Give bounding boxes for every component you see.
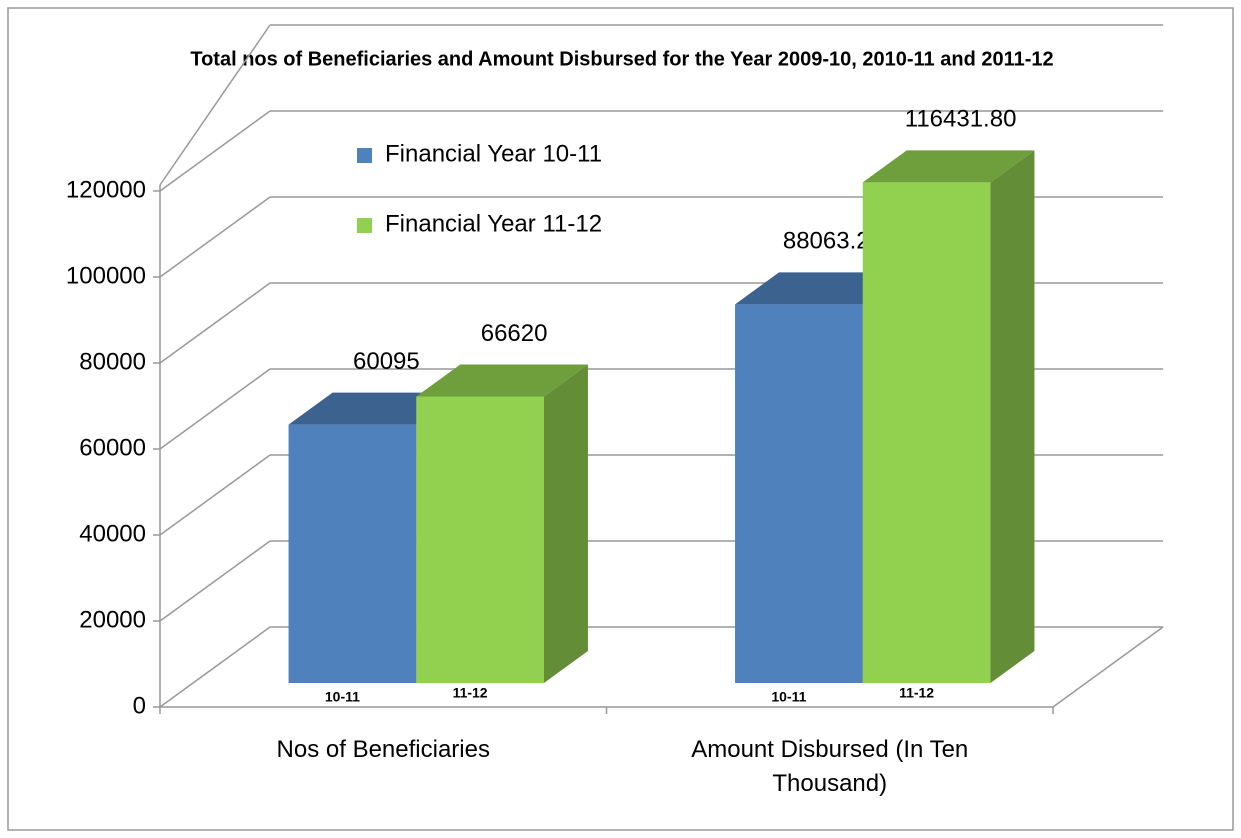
bar-top	[416, 364, 588, 397]
bar-label: 10-11	[771, 689, 806, 705]
bar-side	[990, 150, 1035, 683]
y-tick-label: 20000	[79, 606, 146, 633]
y-tick-label: 40000	[79, 520, 146, 547]
bar-front	[288, 424, 417, 683]
grid-line	[159, 368, 271, 450]
data-label: 66620	[481, 320, 548, 347]
legend-swatch	[357, 218, 372, 233]
chart-border	[7, 7, 1234, 831]
x-tick-label: Nos of Beneficiaries	[276, 736, 490, 763]
bar-top	[862, 150, 1035, 183]
y-tick-label: 60000	[79, 434, 146, 461]
bar-label: 11-12	[453, 685, 488, 701]
bar-front	[735, 304, 863, 683]
legend-label: Financial Year 11-12	[385, 210, 602, 237]
bar	[862, 150, 1035, 683]
y-tick-label: 100000	[66, 262, 146, 289]
chart-title: Total nos of Beneficiaries and Amount Di…	[190, 48, 1053, 70]
grid-line	[159, 454, 271, 536]
legend-swatch	[357, 148, 372, 163]
grid-line	[159, 110, 271, 192]
wall-top	[159, 24, 271, 186]
x-tick-label: Amount Disbursed (In Ten Thousand)	[691, 736, 969, 797]
grid-line	[159, 196, 271, 278]
bar-side	[543, 364, 588, 683]
bar-label: 10-11	[325, 689, 360, 705]
y-tick-label: 0	[133, 692, 146, 719]
grid-line	[159, 626, 271, 708]
bar-front	[862, 182, 991, 683]
bar-label: 11-12	[899, 685, 934, 701]
data-label: 60095	[353, 348, 420, 375]
y-tick-label: 120000	[66, 176, 146, 203]
grid-line	[159, 540, 271, 622]
legend-label: Financial Year 10-11	[385, 140, 602, 167]
grid-line	[159, 282, 271, 364]
data-label: 116431.80	[905, 106, 1017, 133]
bar-front	[416, 396, 544, 683]
bar	[416, 364, 588, 683]
y-tick-label: 80000	[79, 348, 146, 375]
